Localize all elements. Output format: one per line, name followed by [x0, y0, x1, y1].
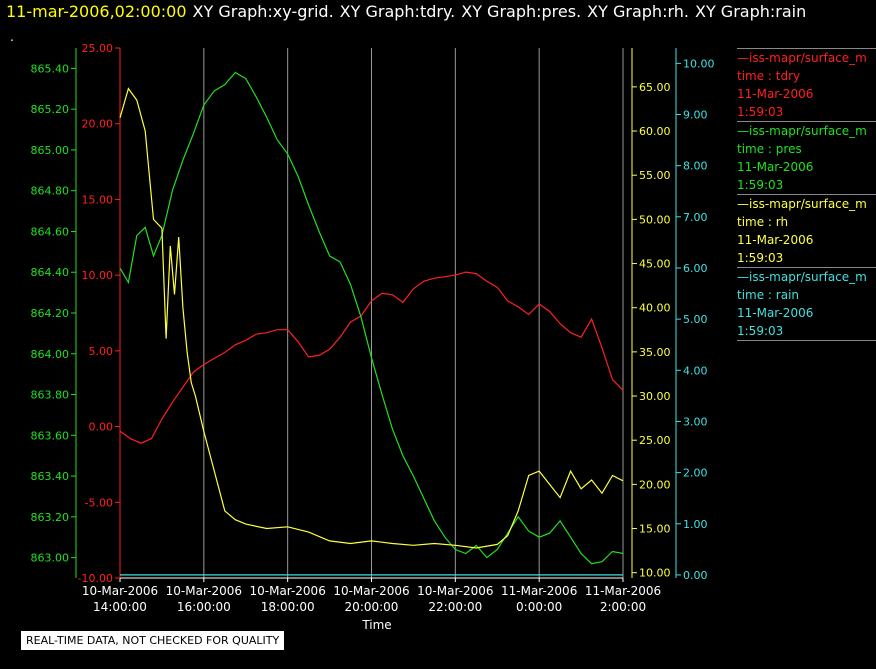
rain-tick-label: 6.00	[683, 262, 708, 275]
pres-tick-label: 863.80	[31, 389, 70, 402]
pres-tick-label: 863.20	[31, 511, 70, 524]
legend-time: 1:59:03	[737, 105, 784, 119]
legend-date: 11-Mar-2006	[737, 233, 814, 247]
legend-time: 1:59:03	[737, 324, 784, 338]
graph-name-xy-grid: XY Graph:xy-grid.	[192, 2, 334, 21]
legend-divider	[737, 340, 876, 341]
x-tick-label: 0:00:00	[516, 600, 562, 614]
legend-date: 11-Mar-2006	[737, 306, 814, 320]
rh-tick-label: 15.00	[639, 523, 671, 536]
tdry-tick-label: 0.00	[89, 421, 114, 434]
legend-variable: time : rh	[737, 215, 789, 229]
x-tick-label: 10-Mar-2006	[166, 584, 242, 598]
rain-tick-label: 10.00	[683, 57, 715, 70]
legend-variable: time : pres	[737, 142, 802, 156]
rh-tick-label: 60.00	[639, 125, 671, 138]
series-line-rh	[119, 87, 624, 549]
pres-tick-label: 864.80	[31, 185, 70, 198]
x-tick-label: 16:00:00	[177, 600, 231, 614]
rh-tick-label: 55.00	[639, 169, 671, 182]
rh-tick-label: 25.00	[639, 434, 671, 447]
pres-tick-label: 864.60	[31, 225, 70, 238]
rh-tick-label: 65.00	[639, 81, 671, 94]
tdry-tick-label: 5.00	[89, 345, 114, 358]
legend-entry-tdry[interactable]: —iss-mapr/surface_m time : tdry 11-Mar-2…	[737, 48, 876, 121]
header-bar: 11-mar-2006,02:00:00 XY Graph:xy-grid. XY …	[6, 2, 806, 21]
rain-tick-label: 4.00	[683, 364, 708, 377]
tdry-tick-label: 10.00	[82, 269, 114, 282]
tdry-tick-label: 25.00	[82, 42, 114, 55]
x-tick-label: 22:00:00	[428, 600, 482, 614]
series-line-tdry	[119, 271, 624, 444]
legend-date: 11-Mar-2006	[737, 87, 814, 101]
rain-tick-label: 8.00	[683, 160, 708, 173]
rain-tick-label: 1.00	[683, 518, 708, 531]
legend: —iss-mapr/surface_m time : tdry 11-Mar-2…	[737, 48, 876, 341]
x-tick-label: 10-Mar-2006	[82, 584, 158, 598]
legend-date: 11-Mar-2006	[737, 160, 814, 174]
graph-name-rh: XY Graph:rh.	[587, 2, 689, 21]
rain-tick-label: 3.00	[683, 415, 708, 428]
x-tick-label: 11-Mar-2006	[585, 584, 661, 598]
pres-tick-label: 865.20	[31, 103, 70, 116]
pres-tick-label: 864.20	[31, 307, 70, 320]
tdry-tick-label: 15.00	[82, 193, 114, 206]
legend-entry-rh[interactable]: —iss-mapr/surface_m time : rh 11-Mar-200…	[737, 194, 876, 267]
legend-source: —iss-mapr/surface_m	[737, 270, 867, 284]
rain-tick-label: 9.00	[683, 109, 708, 122]
legend-source: —iss-mapr/surface_m	[737, 51, 867, 65]
x-tick-label: 10-Mar-2006	[417, 584, 493, 598]
legend-source: —iss-mapr/surface_m	[737, 124, 867, 138]
legend-time: 1:59:03	[737, 251, 784, 265]
pres-tick-label: 864.40	[31, 266, 70, 279]
x-axis-title: Time	[361, 618, 391, 632]
pres-tick-label: 863.40	[31, 470, 70, 483]
legend-source: —iss-mapr/surface_m	[737, 197, 867, 211]
graph-name-tdry: XY Graph:tdry.	[339, 2, 456, 21]
rh-tick-label: 20.00	[639, 478, 671, 491]
legend-variable: time : tdry	[737, 69, 801, 83]
x-tick-label: 2:00:00	[600, 600, 646, 614]
pres-tick-label: 863.00	[31, 552, 70, 565]
header-timestamp: 11-mar-2006,02:00:00	[6, 2, 187, 21]
x-tick-label: 10-Mar-2006	[333, 584, 409, 598]
pres-tick-label: 863.60	[31, 429, 70, 442]
tdry-tick-label: 20.00	[82, 118, 114, 131]
graph-name-pres: XY Graph:pres.	[461, 2, 582, 21]
pres-tick-label: 865.40	[31, 62, 70, 75]
x-tick-label: 10-Mar-2006	[249, 584, 325, 598]
quality-disclaimer: REAL-TIME DATA, NOT CHECKED FOR QUALITY	[20, 630, 286, 651]
rh-tick-label: 10.00	[639, 567, 671, 580]
pres-tick-label: 865.00	[31, 144, 70, 157]
legend-time: 1:59:03	[737, 178, 784, 192]
legend-entry-rain[interactable]: —iss-mapr/surface_m time : rain 11-Mar-2…	[737, 267, 876, 340]
x-tick-label: 11-Mar-2006	[501, 584, 577, 598]
rh-tick-label: 35.00	[639, 346, 671, 359]
x-tick-label: 18:00:00	[261, 600, 315, 614]
legend-variable: time : rain	[737, 288, 800, 302]
rh-tick-label: 40.00	[639, 302, 671, 315]
rain-tick-label: 0.00	[683, 569, 708, 582]
rh-tick-label: 45.00	[639, 258, 671, 271]
legend-entry-pres[interactable]: —iss-mapr/surface_m time : pres 11-Mar-2…	[737, 121, 876, 194]
series-line-pres	[119, 71, 624, 565]
x-tick-label: 14:00:00	[93, 600, 147, 614]
pres-tick-label: 864.00	[31, 348, 70, 361]
tdry-tick-label: -5.00	[85, 496, 113, 509]
rh-tick-label: 30.00	[639, 390, 671, 403]
rh-tick-label: 50.00	[639, 213, 671, 226]
rain-tick-label: 7.00	[683, 211, 708, 224]
graph-name-rain: XY Graph:rain	[694, 2, 807, 21]
rain-tick-label: 5.00	[683, 313, 708, 326]
rain-tick-label: 2.00	[683, 467, 708, 480]
tdry-tick-label: -10.00	[78, 572, 113, 585]
x-tick-label: 20:00:00	[345, 600, 399, 614]
stray-mark: .	[10, 30, 14, 44]
